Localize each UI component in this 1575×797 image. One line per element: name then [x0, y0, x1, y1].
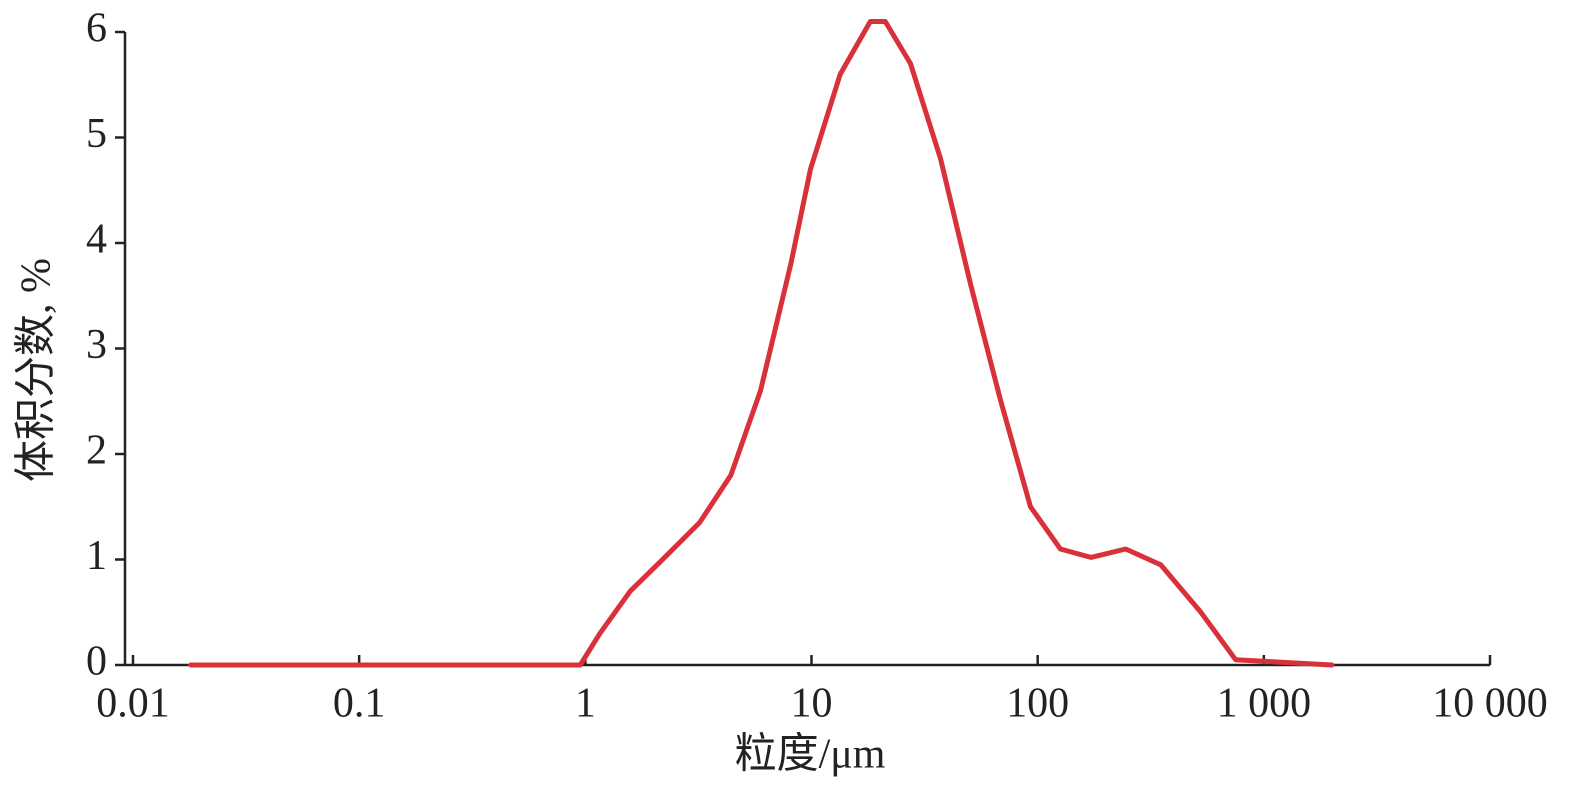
y-axis-label: 体积分数, %	[14, 258, 60, 482]
y-tick-label: 2	[86, 428, 107, 474]
y-tick-label: 6	[86, 6, 107, 52]
x-tick-label: 1	[575, 681, 596, 727]
x-tick-label: 10	[791, 681, 833, 727]
x-tick-label: 0.1	[333, 681, 386, 727]
y-tick-label: 1	[86, 533, 107, 579]
x-tick-label: 1 000	[1217, 681, 1312, 727]
y-tick-label: 5	[86, 111, 107, 157]
y-tick-label: 4	[86, 217, 107, 263]
x-tick-label: 0.01	[96, 681, 170, 727]
x-tick-label: 10 000	[1432, 681, 1548, 727]
y-tick-label: 0	[86, 639, 107, 685]
data-line	[188, 19, 1335, 668]
x-tick-label: 100	[1006, 681, 1069, 727]
x-axis-label: 粒度/μm	[735, 732, 886, 778]
y-tick-label: 3	[86, 322, 107, 368]
